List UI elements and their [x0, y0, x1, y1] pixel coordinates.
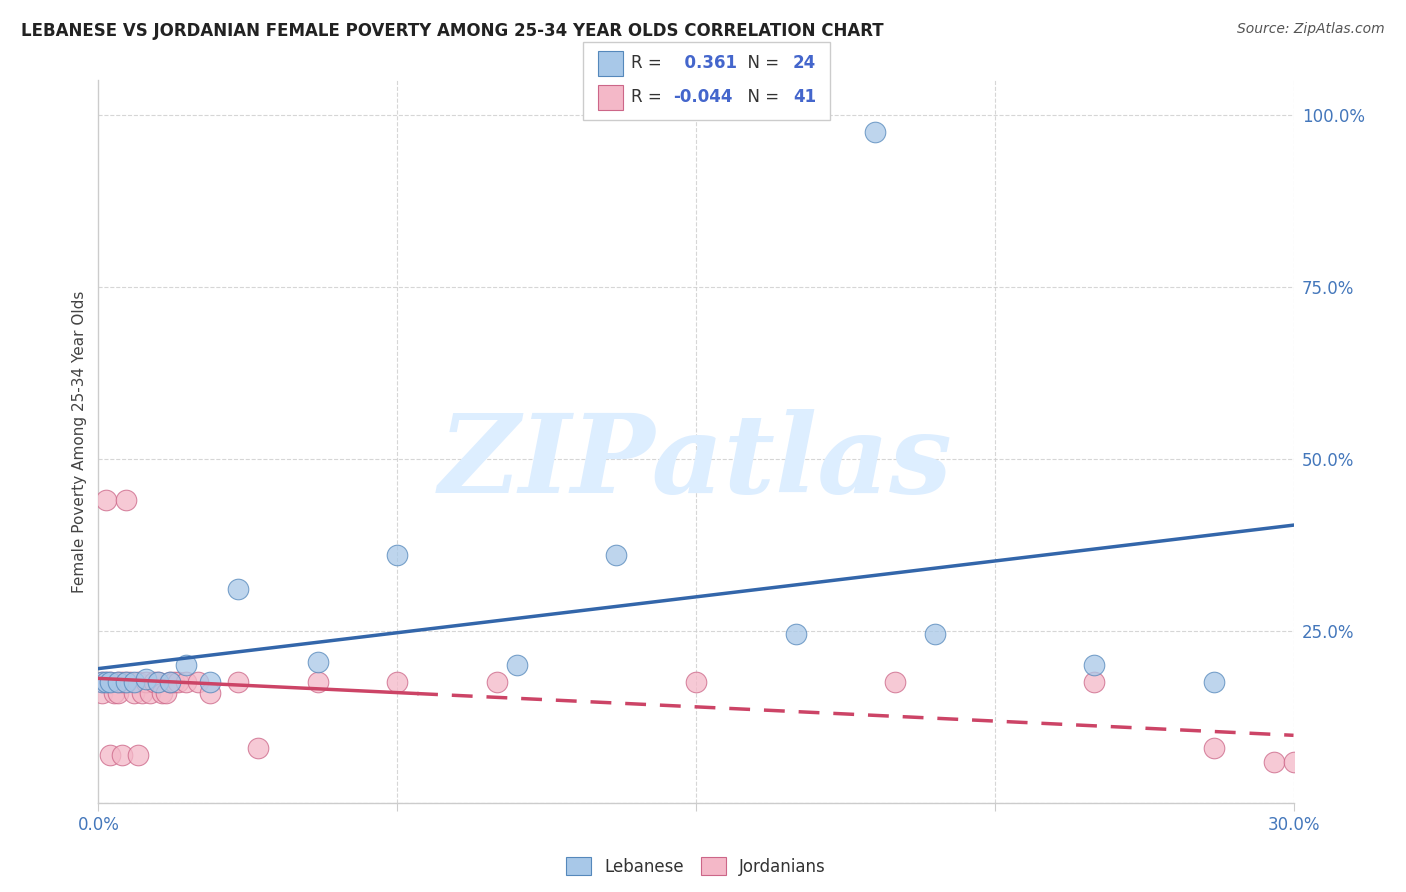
Point [1282, 755, 1305, 769]
Point [187, 675, 209, 690]
Y-axis label: Female Poverty Among 25-34 Year Olds: Female Poverty Among 25-34 Year Olds [72, 291, 87, 592]
Point [150, 686, 173, 700]
Point [226, 675, 249, 690]
Text: 0.361: 0.361 [673, 54, 738, 72]
Text: N =: N = [737, 88, 785, 106]
Point [485, 675, 508, 690]
Point [91, 675, 114, 690]
Text: LEBANESE VS JORDANIAN FEMALE POVERTY AMONG 25-34 YEAR OLDS CORRELATION CHART: LEBANESE VS JORDANIAN FEMALE POVERTY AMO… [21, 22, 884, 40]
Point [385, 675, 409, 690]
Point [91, 675, 114, 690]
Point [174, 675, 197, 690]
Text: R =: R = [631, 88, 668, 106]
Point [159, 675, 181, 690]
Point [91, 686, 114, 700]
Point [135, 675, 157, 690]
Point [163, 675, 186, 690]
Point [785, 627, 807, 641]
Point [111, 675, 134, 690]
Point [685, 675, 707, 690]
Point [115, 493, 138, 508]
Point [167, 675, 190, 690]
Legend: Lebanese, Jordanians: Lebanese, Jordanians [560, 851, 832, 882]
Point [103, 686, 125, 700]
Point [107, 675, 129, 690]
Text: 41: 41 [793, 88, 815, 106]
Point [148, 675, 170, 690]
Point [98, 675, 122, 690]
Text: R =: R = [631, 54, 668, 72]
Point [1202, 675, 1225, 690]
Point [107, 686, 129, 700]
Point [139, 686, 162, 700]
Text: 24: 24 [793, 54, 817, 72]
Point [605, 548, 627, 562]
Point [148, 675, 170, 690]
Point [131, 686, 153, 700]
Point [1263, 755, 1285, 769]
Point [307, 675, 329, 690]
Point [1083, 658, 1105, 673]
Point [155, 686, 177, 700]
Point [198, 686, 221, 700]
Point [98, 747, 122, 762]
Point [124, 675, 146, 690]
Point [865, 125, 887, 139]
Point [159, 675, 181, 690]
Point [120, 675, 142, 690]
Point [96, 675, 118, 690]
Point [107, 675, 129, 690]
Point [127, 675, 149, 690]
Point [143, 675, 166, 690]
Point [1202, 740, 1225, 755]
Point [924, 627, 946, 641]
Text: Source: ZipAtlas.com: Source: ZipAtlas.com [1237, 22, 1385, 37]
Point [174, 658, 197, 673]
Text: N =: N = [737, 54, 785, 72]
Text: -0.044: -0.044 [673, 88, 733, 106]
Text: ZIPatlas: ZIPatlas [439, 409, 953, 517]
Point [96, 493, 118, 508]
Point [135, 672, 157, 686]
Point [226, 582, 249, 597]
Point [307, 655, 329, 669]
Point [98, 675, 122, 690]
Point [246, 740, 269, 755]
Point [385, 548, 409, 562]
Point [111, 747, 134, 762]
Point [506, 658, 529, 673]
Point [115, 675, 138, 690]
Point [127, 747, 149, 762]
Point [96, 675, 118, 690]
Point [115, 675, 138, 690]
Point [198, 675, 221, 690]
Point [884, 675, 907, 690]
Point [1083, 675, 1105, 690]
Point [124, 686, 146, 700]
